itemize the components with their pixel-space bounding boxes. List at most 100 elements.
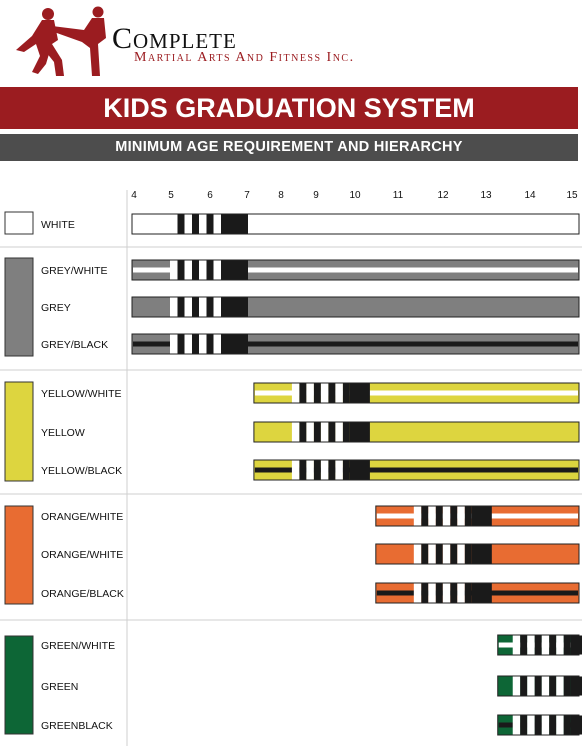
rank-tab-black <box>342 422 350 442</box>
belt-bar <box>131 259 580 281</box>
rank-tab-black <box>450 544 458 564</box>
rank-tab-black <box>328 460 336 480</box>
rank-tab-end <box>228 260 248 280</box>
rank-tab-white <box>512 715 521 735</box>
rank-tab-black <box>549 676 557 696</box>
rank-tab-white <box>306 460 314 480</box>
belt-stripe <box>133 267 578 273</box>
rank-tab-white <box>428 583 436 603</box>
rank-tab-white <box>170 334 178 354</box>
rank-tab-black <box>177 260 185 280</box>
rank-tab-white <box>541 715 550 735</box>
belt-label: ORANGE/WHITE <box>41 549 123 561</box>
belt-label: ORANGE/BLACK <box>41 588 124 600</box>
rank-tab-white <box>457 583 465 603</box>
rank-tab-white <box>527 635 535 655</box>
rank-tab-black <box>221 260 228 280</box>
rank-tab-white <box>199 297 207 317</box>
rank-tab-white <box>442 544 451 564</box>
rank-tab-white <box>184 260 192 280</box>
rank-tab-black <box>192 334 199 354</box>
rank-tab-white <box>428 506 436 526</box>
rank-tab-white <box>291 383 300 403</box>
rank-tab-white <box>527 715 535 735</box>
rank-tab-white <box>184 334 192 354</box>
rank-tab-black <box>299 422 307 442</box>
rank-tab-white <box>413 506 422 526</box>
rank-tab-black <box>549 635 557 655</box>
rank-tab-black <box>177 297 185 317</box>
rank-tab-end <box>349 460 370 480</box>
rank-tab-black <box>328 383 336 403</box>
rank-tab-black <box>313 460 321 480</box>
rank-tab-white <box>213 214 221 234</box>
belt-label: GREENBLACK <box>41 720 113 732</box>
page-subtitle: MINIMUM AGE REQUIREMENT AND HIERARCHY <box>0 134 578 161</box>
rank-tab-white <box>291 460 300 480</box>
rank-tab-end <box>570 715 582 735</box>
rank-tab-black <box>563 715 571 735</box>
rank-tab-white <box>320 383 329 403</box>
rank-tab-black <box>221 334 228 354</box>
rank-tab-white <box>306 383 314 403</box>
rank-tab-black <box>464 506 472 526</box>
rank-tab-black <box>534 676 542 696</box>
rank-tab-white <box>428 544 436 564</box>
rank-tab-black <box>563 635 571 655</box>
axis-tick-label: 12 <box>437 190 449 201</box>
belt-stripe <box>133 341 578 347</box>
rank-tab-black <box>435 583 443 603</box>
rank-tab-white <box>556 676 564 696</box>
rank-tab-end <box>228 334 248 354</box>
axis-tick-label: 14 <box>524 190 536 201</box>
belt-stripe <box>254 390 578 396</box>
belt-bar <box>131 213 580 235</box>
rank-tab-white <box>199 260 207 280</box>
rank-tab-black <box>421 506 429 526</box>
belt-bar <box>253 459 580 481</box>
rank-tab-white <box>184 297 192 317</box>
rank-tab-black <box>549 715 557 735</box>
rank-tab-white <box>170 260 178 280</box>
rank-tab-black <box>464 544 472 564</box>
axis-tick-label: 7 <box>244 190 250 201</box>
rank-tab-white <box>291 422 300 442</box>
rank-tab-end <box>471 506 492 526</box>
color-swatch-grey <box>4 257 34 357</box>
rank-tab-white <box>213 297 221 317</box>
axis-tick-label: 11 <box>393 190 404 201</box>
axis-tick-label: 9 <box>313 190 319 201</box>
rank-tab-black <box>563 676 571 696</box>
rank-tab-white <box>556 715 564 735</box>
rank-tab-white <box>541 676 550 696</box>
rank-tab-black <box>299 460 307 480</box>
rank-tab-black <box>206 260 214 280</box>
rank-tab-white <box>320 422 329 442</box>
belt-label: YELLOW/BLACK <box>41 465 122 477</box>
rank-tab-white <box>556 635 564 655</box>
rank-tab-black <box>313 422 321 442</box>
belt-label: GREY/WHITE <box>41 265 108 277</box>
axis-tick-label: 10 <box>349 190 361 201</box>
rank-tab-white <box>512 635 521 655</box>
belt-bar <box>131 333 580 355</box>
rank-tab-white <box>335 383 343 403</box>
rank-tab-black <box>206 297 214 317</box>
martial-artists-logo-icon <box>16 6 106 76</box>
rank-tab-black <box>435 506 443 526</box>
belt-stripe <box>254 467 578 473</box>
rank-tab-black <box>299 383 307 403</box>
rank-tab-white <box>170 297 178 317</box>
belt-label: YELLOW <box>41 427 85 439</box>
rank-tab-white <box>527 676 535 696</box>
belt-label: GREY/BLACK <box>41 339 108 351</box>
rank-tab-white <box>457 544 465 564</box>
axis-tick-label: 15 <box>566 190 578 201</box>
rank-tab-end <box>349 422 370 442</box>
rank-tab-white <box>199 214 207 234</box>
belt-bar <box>375 505 580 527</box>
color-swatch-orange <box>4 505 34 605</box>
rank-tab-black <box>177 214 185 234</box>
rank-tab-black <box>192 260 199 280</box>
rank-tab-white <box>306 422 314 442</box>
